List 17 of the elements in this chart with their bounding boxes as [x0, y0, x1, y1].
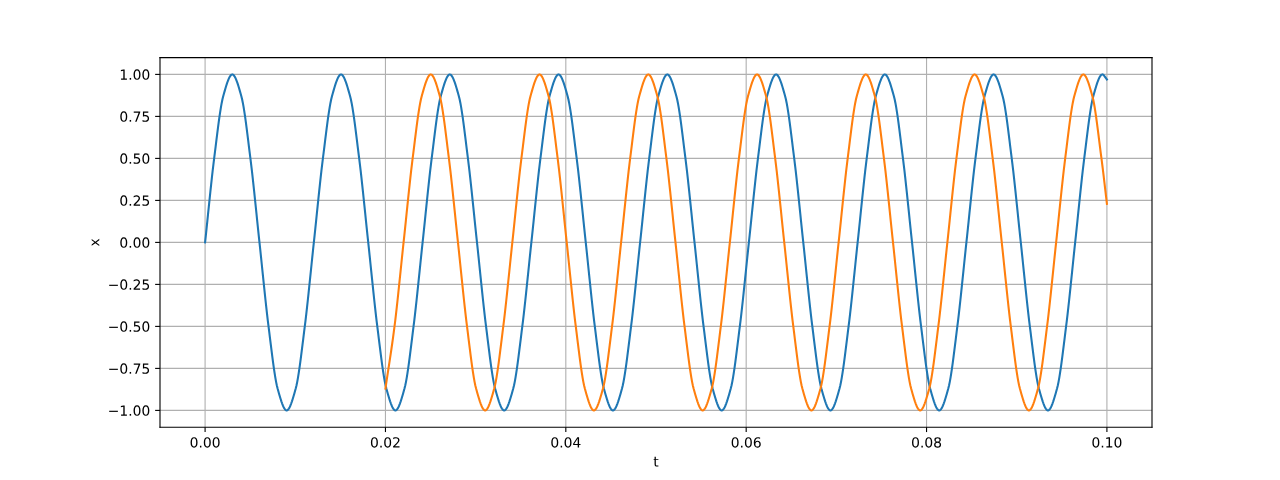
x-tick-label: 0.00	[190, 437, 220, 448]
y-tick-label: 0.00	[120, 237, 150, 248]
y-tick-label: −0.75	[109, 363, 150, 374]
y-tick-label: 0.75	[120, 111, 150, 122]
y-tick-label: 1.00	[120, 69, 150, 80]
x-tick-label: 0.08	[912, 437, 942, 448]
y-tick-label: −0.50	[109, 321, 150, 332]
y-axis-title: x	[91, 238, 100, 247]
x-tick-label: 0.10	[1092, 437, 1122, 448]
x-axis-title: t	[653, 456, 659, 467]
x-tick-label: 0.06	[731, 437, 761, 448]
x-tick-label: 0.02	[370, 437, 400, 448]
y-tick-label: −0.25	[109, 279, 150, 290]
y-tick-label: 0.50	[120, 153, 150, 164]
x-tick-label: 0.04	[551, 437, 581, 448]
y-tick-label: −1.00	[109, 405, 150, 416]
y-tick-label: 0.25	[120, 195, 150, 206]
